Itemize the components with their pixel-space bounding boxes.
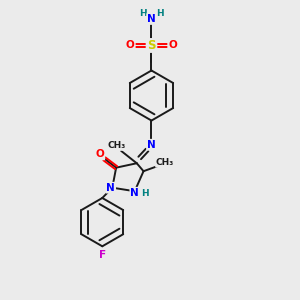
Text: N: N bbox=[147, 14, 156, 24]
Text: O: O bbox=[96, 149, 104, 159]
Text: N: N bbox=[147, 140, 156, 150]
Text: H: H bbox=[140, 9, 147, 18]
Text: F: F bbox=[99, 250, 106, 260]
Text: H: H bbox=[141, 189, 149, 198]
Text: N: N bbox=[106, 183, 115, 193]
Text: O: O bbox=[126, 40, 135, 50]
Text: S: S bbox=[147, 39, 156, 52]
Text: CH₃: CH₃ bbox=[156, 158, 174, 167]
Text: H: H bbox=[156, 9, 164, 18]
Text: O: O bbox=[168, 40, 177, 50]
Text: N: N bbox=[130, 188, 139, 198]
Text: CH₃: CH₃ bbox=[107, 141, 125, 150]
